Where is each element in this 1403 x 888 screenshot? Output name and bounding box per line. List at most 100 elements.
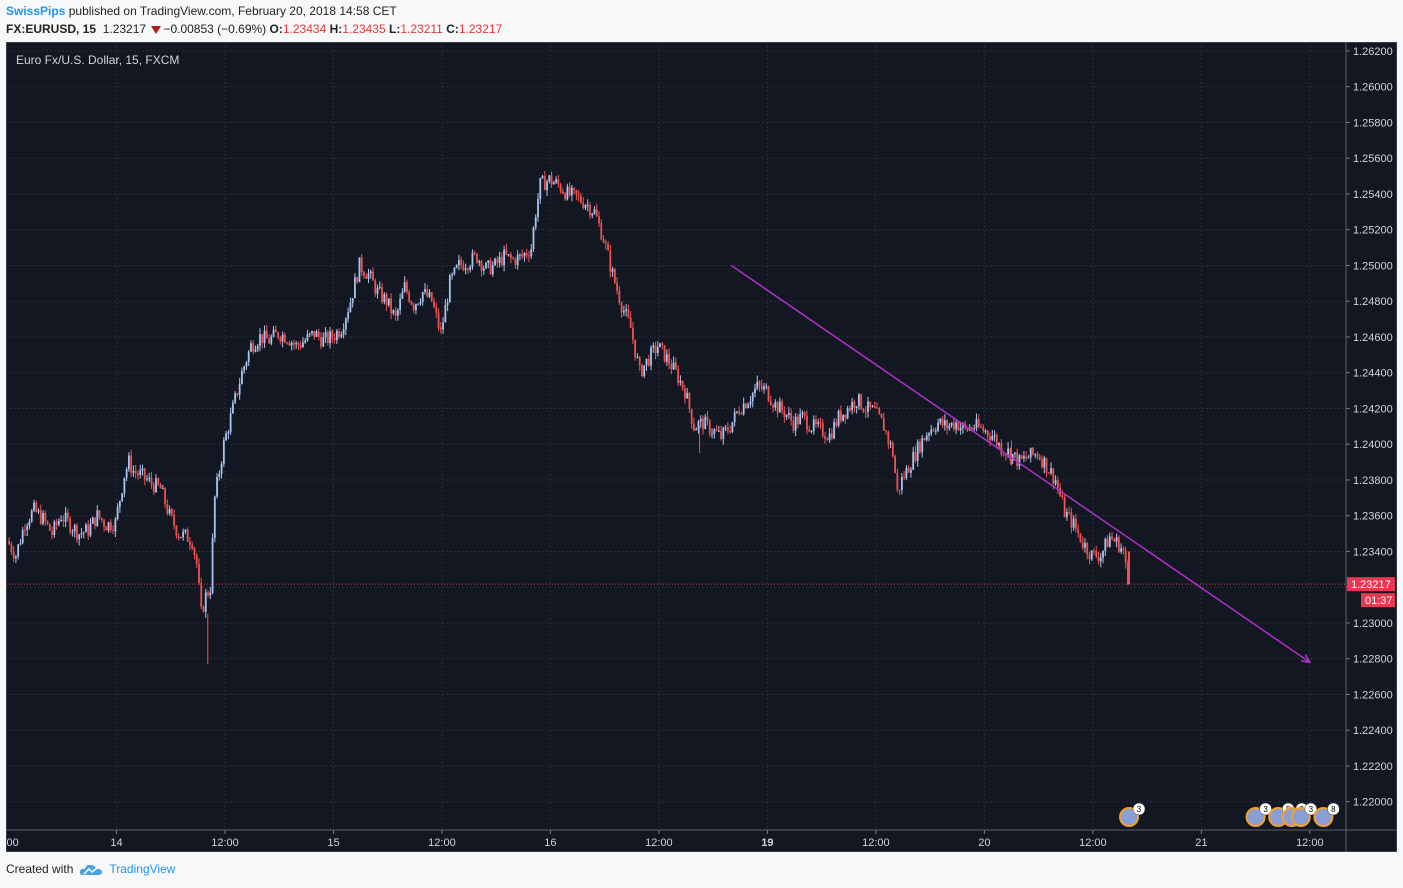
candle-body — [35, 502, 38, 512]
candle-body — [937, 422, 939, 431]
author-link[interactable]: SwissPips — [6, 4, 66, 18]
candle-body — [53, 521, 56, 535]
candle-body — [1025, 456, 1028, 459]
candle-body — [733, 412, 736, 423]
open-label: O: — [269, 22, 283, 36]
candle-body — [455, 265, 458, 268]
candle-body — [855, 406, 858, 408]
x-tick-label: 19 — [761, 837, 773, 849]
candle-body — [713, 429, 716, 434]
candle-body — [919, 441, 921, 453]
candle-body — [548, 175, 551, 182]
candle-body — [394, 310, 397, 316]
candle-body — [200, 582, 203, 607]
candle-body — [118, 500, 121, 508]
candle-body — [471, 252, 474, 267]
candle-body — [711, 433, 713, 435]
candle-body — [1081, 541, 1084, 548]
chart-title: Euro Fx/U.S. Dollar, 15, FXCM — [16, 53, 179, 67]
candle-body — [369, 271, 372, 274]
candle-body — [1034, 454, 1037, 456]
candle-body — [507, 254, 510, 256]
candle-body — [1007, 448, 1010, 455]
candle-body — [198, 564, 200, 583]
candle-body — [790, 412, 793, 421]
candle-body — [534, 217, 537, 228]
candle-body — [528, 255, 530, 257]
candle-body — [609, 250, 612, 272]
candle-body — [923, 438, 926, 441]
y-tick-label: 1.24800 — [1353, 296, 1393, 308]
published-text: published on TradingView.com, February 2… — [68, 4, 397, 18]
candle-body — [903, 476, 906, 478]
candle-body — [846, 408, 849, 419]
candle-body — [941, 418, 944, 426]
candle-body — [980, 426, 982, 428]
candle-body — [663, 345, 666, 362]
event-flag-icon[interactable] — [1245, 807, 1266, 827]
candle-body — [338, 331, 341, 337]
candle-body — [1047, 472, 1050, 474]
candle-body — [806, 415, 808, 430]
candle-body — [751, 393, 754, 402]
candle-body — [17, 544, 20, 557]
publish-line: SwissPips published on TradingView.com, … — [6, 4, 397, 18]
y-tick-label: 1.25000 — [1353, 260, 1393, 272]
candle-body — [274, 329, 277, 333]
candle-body — [787, 412, 790, 415]
candle-body — [80, 533, 83, 535]
candle-body — [150, 477, 153, 485]
candle-body — [261, 334, 264, 344]
candle-body — [326, 332, 329, 344]
tradingview-link[interactable]: TradingView — [109, 862, 176, 876]
candle-body — [514, 258, 517, 265]
event-flag-icon[interactable] — [1290, 807, 1311, 827]
candle-body — [272, 329, 275, 337]
candle-body — [975, 419, 978, 429]
trend-line[interactable] — [730, 264, 1311, 663]
candle-body — [42, 513, 44, 524]
candle-body — [349, 302, 352, 313]
event-flag-icon[interactable] — [1119, 807, 1140, 827]
candle-body — [932, 429, 935, 431]
candle-body — [749, 401, 752, 405]
price-chart[interactable]: 1.22000 1.22200 1.22400 1.22600 1.22800 1.230… — [6, 42, 1397, 852]
candle-body — [681, 380, 684, 389]
candle-body — [451, 274, 454, 276]
candle-body — [329, 331, 331, 344]
candle-body — [760, 385, 763, 390]
candle-body — [290, 342, 293, 346]
candle-body — [851, 401, 854, 411]
x-tick-label: 12:00 — [211, 837, 239, 849]
candle-body — [812, 419, 815, 431]
candle-body — [564, 193, 567, 200]
candle-body — [1117, 537, 1120, 552]
candle-body — [952, 422, 955, 430]
candle-body — [991, 436, 994, 441]
candle-body — [973, 428, 976, 430]
candle-body — [1043, 457, 1046, 468]
candle-body — [114, 518, 117, 532]
candle-body — [175, 525, 178, 536]
candle-body — [860, 394, 863, 410]
x-tick-label: 15 — [327, 837, 339, 849]
y-tick-label: 1.24200 — [1353, 403, 1393, 415]
candle-body — [24, 529, 26, 531]
candle-body — [10, 544, 13, 552]
candle-body — [654, 345, 657, 353]
y-tick-label: 1.23600 — [1353, 511, 1393, 523]
candle-body — [568, 186, 571, 196]
event-flag-icon[interactable] — [1313, 807, 1334, 827]
candle-body — [245, 362, 248, 367]
candle-body — [306, 334, 309, 341]
candle-body — [571, 187, 573, 196]
symbol-interval: FX:EURUSD, 15 — [6, 22, 97, 36]
candle-body — [308, 333, 311, 335]
event-count-badge — [1304, 802, 1318, 816]
y-tick-label: 1.25400 — [1353, 189, 1393, 201]
candle-body — [238, 384, 241, 395]
candle-body — [1059, 488, 1061, 496]
candle-body — [849, 408, 851, 411]
candle-body — [817, 422, 820, 425]
candle-body — [297, 343, 300, 346]
